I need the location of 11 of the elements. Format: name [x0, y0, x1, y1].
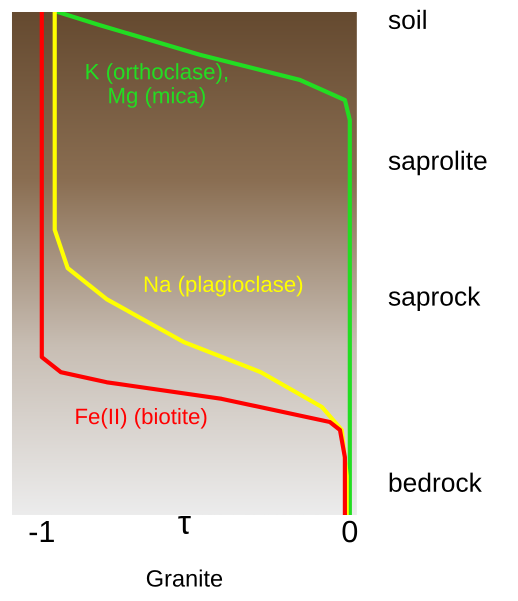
x-tick-label: 0	[342, 520, 358, 542]
x-tick-label: -1	[30, 521, 54, 542]
series-label: Na (plagioclase)	[144, 276, 302, 296]
series-label: Fe(II) (biotite)	[76, 408, 206, 429]
series-label: K (orthoclase), Mg (mica)	[86, 63, 228, 108]
text: saprock	[388, 286, 480, 312]
text: Granite	[146, 569, 222, 587]
x-axis-title: τ	[178, 516, 191, 534]
text: saprolite	[388, 150, 487, 176]
text: bedrock	[390, 472, 482, 492]
text: soil	[388, 10, 426, 30]
